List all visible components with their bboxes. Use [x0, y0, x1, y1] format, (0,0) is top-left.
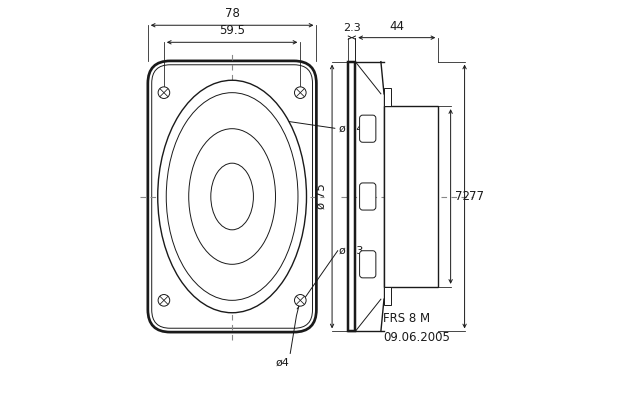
Bar	[348, 62, 355, 331]
Text: ø 75: ø 75	[314, 184, 327, 209]
Text: 78: 78	[225, 7, 240, 20]
Text: 59.5: 59.5	[219, 24, 245, 37]
Text: ø 84: ø 84	[339, 124, 363, 134]
Text: 77: 77	[469, 190, 484, 203]
FancyBboxPatch shape	[359, 183, 376, 210]
Ellipse shape	[211, 163, 254, 230]
Circle shape	[158, 87, 170, 99]
FancyBboxPatch shape	[359, 251, 376, 278]
FancyBboxPatch shape	[359, 115, 376, 142]
Ellipse shape	[189, 129, 276, 264]
Text: 09.06.2005: 09.06.2005	[383, 331, 450, 344]
Ellipse shape	[166, 93, 298, 300]
Bar	[384, 88, 391, 106]
Text: ø 93: ø 93	[339, 246, 363, 256]
Ellipse shape	[158, 80, 307, 313]
Text: 44: 44	[389, 20, 404, 33]
Circle shape	[294, 294, 306, 306]
Text: ø4: ø4	[276, 357, 289, 367]
Text: 72: 72	[455, 190, 470, 203]
FancyBboxPatch shape	[148, 61, 316, 332]
Bar	[384, 106, 438, 287]
Circle shape	[158, 294, 170, 306]
Circle shape	[294, 87, 306, 99]
Text: FRS 8 M: FRS 8 M	[383, 312, 430, 325]
Text: 2.3: 2.3	[343, 23, 361, 33]
Bar	[384, 287, 391, 305]
